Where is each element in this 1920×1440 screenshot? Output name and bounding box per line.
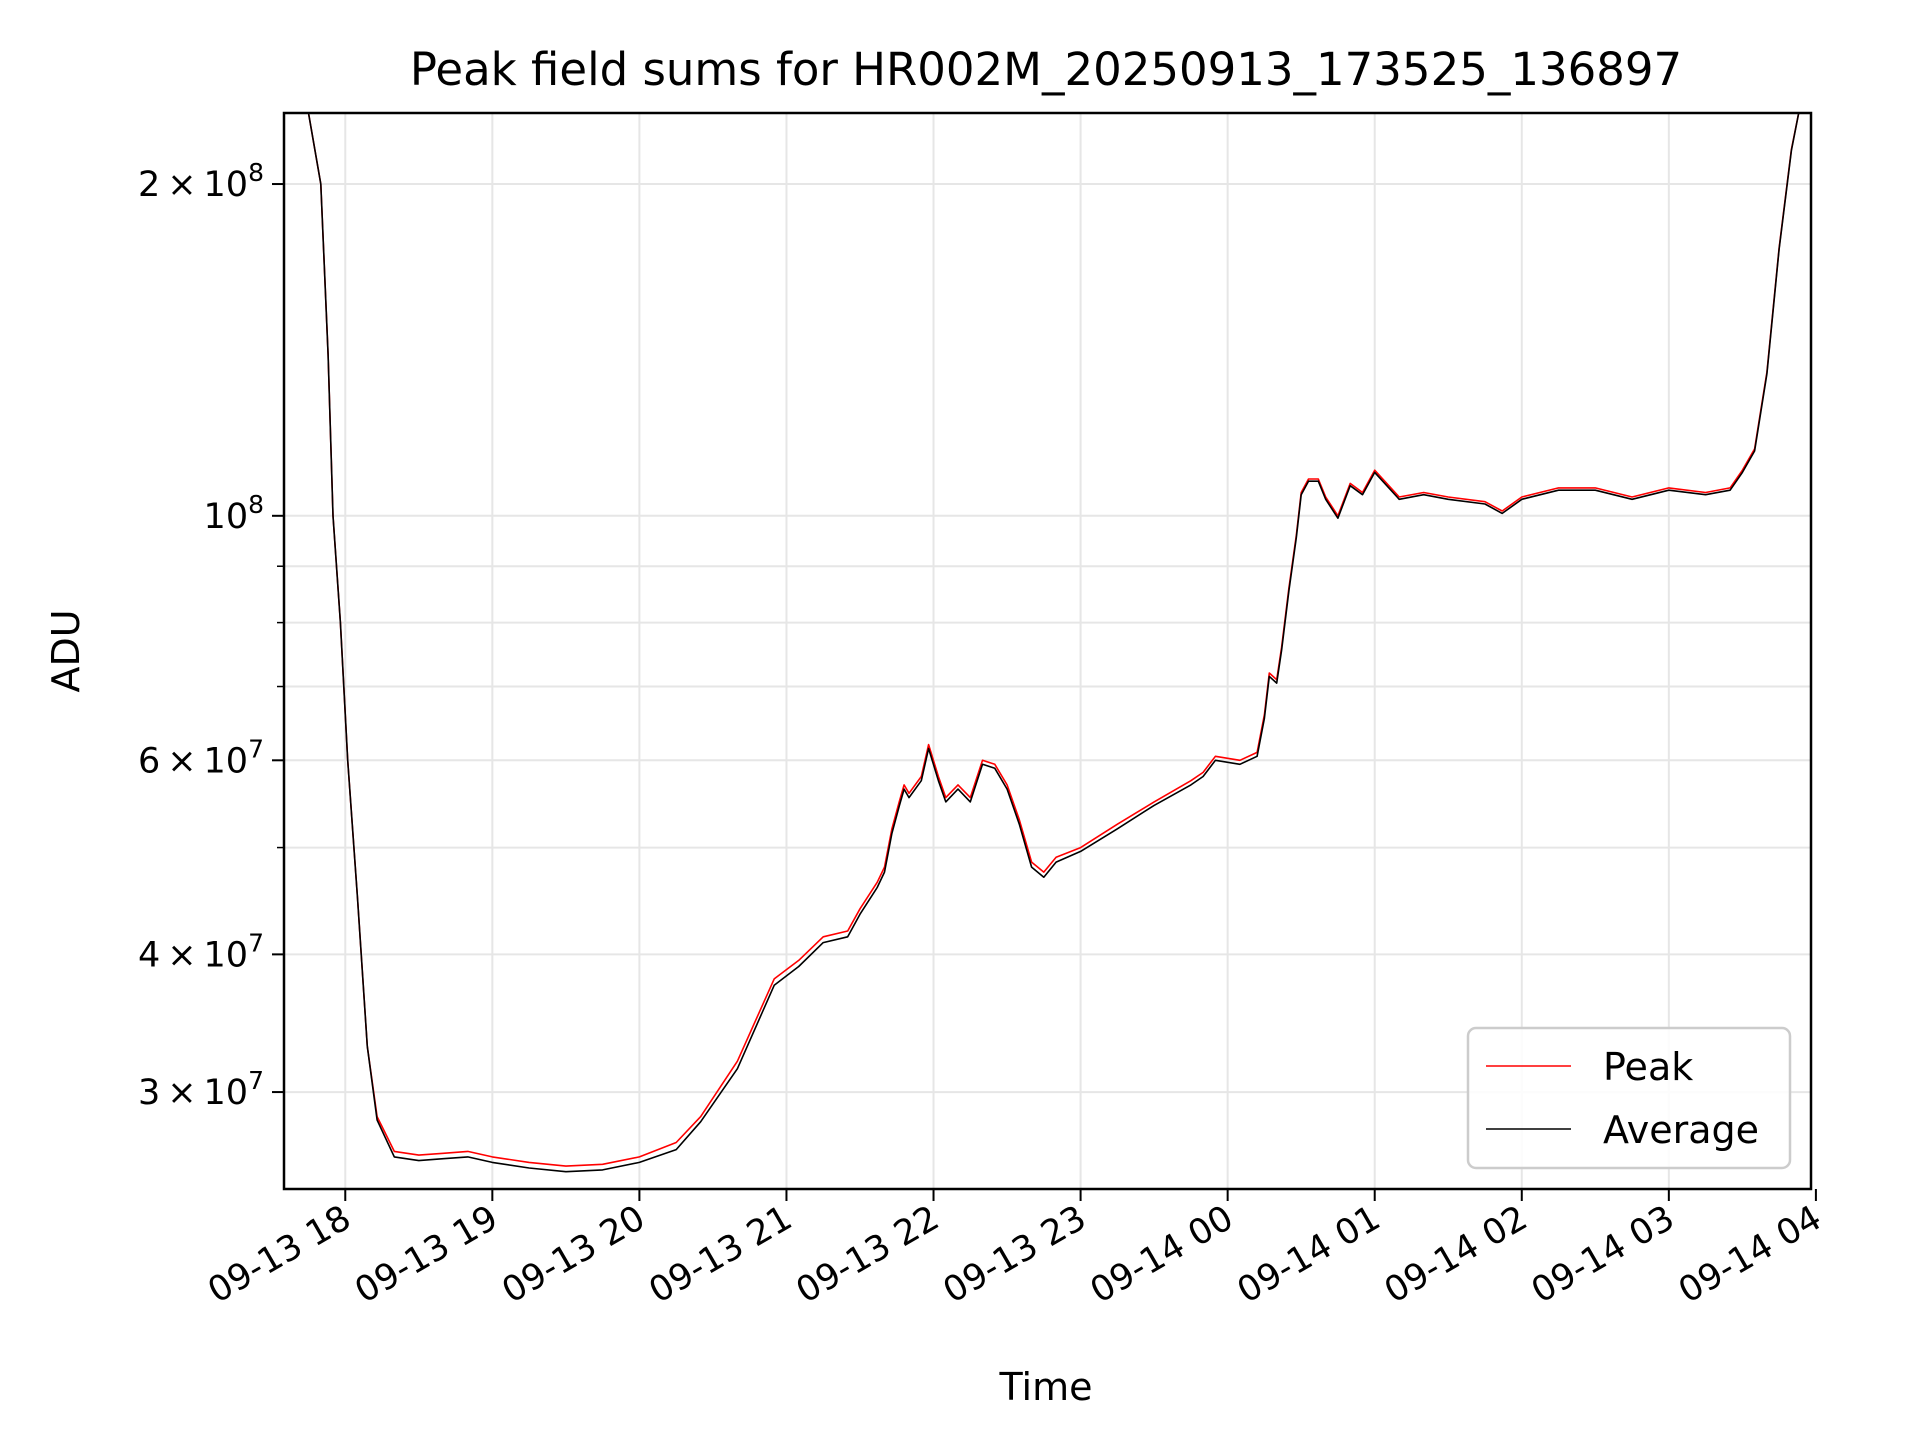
x-tick-label: 09-14 00 <box>1084 1198 1240 1311</box>
y-tick-label: 4 × 107 <box>138 928 264 975</box>
legend-label-peak: Peak <box>1603 1045 1693 1089</box>
x-tick-label: 09-13 18 <box>201 1198 357 1311</box>
x-axis-label: Time <box>999 1365 1093 1409</box>
x-tick-label: 09-13 19 <box>349 1198 505 1311</box>
x-tick-label: 09-13 22 <box>790 1198 946 1311</box>
x-tick-label: 09-14 01 <box>1231 1198 1387 1311</box>
x-tick-label: 09-13 21 <box>643 1198 799 1311</box>
x-tick-label: 09-14 03 <box>1525 1198 1681 1311</box>
peak-series-line <box>284 112 1811 1167</box>
y-tick-label: 2 × 108 <box>138 158 264 205</box>
x-tick-label: 09-14 04 <box>1672 1198 1828 1311</box>
y-axis-ticks: 3 × 107 4 × 107 6 × 107 108 2 × 108 <box>138 158 284 1113</box>
y-tick-label: 3 × 107 <box>138 1066 264 1113</box>
x-tick-label: 09-13 23 <box>937 1198 1093 1311</box>
legend-label-average: Average <box>1603 1108 1759 1152</box>
grid <box>284 113 1811 1189</box>
chart-title: Peak field sums for HR002M_20250913_1735… <box>410 43 1682 96</box>
plot-frame <box>282 111 1813 1191</box>
legend-box <box>1466 1026 1792 1170</box>
x-tick-label: 09-13 20 <box>496 1198 652 1311</box>
y-tick-label: 6 × 107 <box>138 734 264 781</box>
x-tick-label: 09-14 02 <box>1378 1198 1534 1311</box>
y-tick-label: 108 <box>204 490 264 537</box>
series-layer <box>284 112 1811 1173</box>
y-axis-label: ADU <box>44 609 88 692</box>
legend: Peak Average <box>1466 1026 1792 1170</box>
average-series-line <box>284 112 1811 1173</box>
